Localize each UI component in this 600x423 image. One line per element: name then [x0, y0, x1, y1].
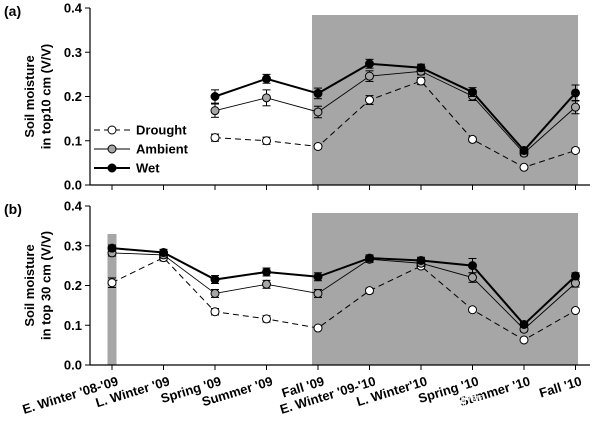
series-line-drought	[214, 80, 576, 168]
data-point-drought	[519, 335, 529, 345]
data-point-drought	[313, 323, 323, 333]
data-point-drought	[571, 145, 580, 155]
y-axis-label: Soil moisturein top 30 cm (V/V)	[22, 231, 53, 340]
y-tick-label: 0.3	[64, 45, 82, 60]
data-point-ambient	[210, 288, 220, 298]
data-point-wet	[519, 319, 529, 329]
data-point-ambient	[262, 279, 271, 289]
data-point-wet	[468, 87, 477, 97]
data-point-wet	[210, 92, 220, 101]
data-point-wet	[262, 267, 271, 277]
y-tick-label: 0.1	[64, 318, 82, 333]
data-point-wet	[107, 243, 117, 253]
panel-label: (a)	[4, 3, 21, 19]
panel-a: 0.0 0.1 0.2 0.3 0.4 (a) Soil moisturein top10 …	[4, 1, 590, 193]
y-tick-label: 0.1	[64, 133, 82, 148]
data-point-wet	[313, 272, 323, 282]
data-point-wet	[571, 271, 580, 281]
data-point-drought	[365, 286, 374, 296]
series-line-drought	[111, 257, 576, 341]
series-line-wet	[214, 62, 577, 152]
y-tick-label: 0.2	[64, 89, 82, 104]
data-point-wet	[468, 261, 477, 271]
y-axis-label-line: in top 30 cm (V/V)	[38, 231, 53, 340]
data-point-drought	[365, 95, 374, 105]
data-point-drought	[313, 142, 323, 152]
legend-label-ambient: Ambient	[136, 142, 189, 157]
panel-b: 0.00.10.20.30.4E. Winter '08-'09L. Winte…	[4, 199, 590, 417]
series-line-ambient	[111, 252, 576, 330]
data-point-wet	[159, 248, 168, 258]
data-point-drought	[519, 162, 529, 172]
data-point-wet	[365, 253, 374, 263]
data-point-drought	[416, 76, 426, 86]
data-point-ambient	[210, 106, 220, 116]
y-tick-label: 0.0	[64, 178, 82, 193]
data-point-wet	[262, 74, 271, 84]
series-line-ambient	[214, 70, 576, 154]
y-tick-label: 0.2	[64, 278, 82, 293]
legend-marker-drought	[107, 125, 117, 135]
panel-label: (b)	[4, 201, 22, 217]
data-point-ambient	[262, 93, 271, 103]
legend: Drought Ambient Wet	[94, 123, 189, 176]
y-tick-label: 0.4	[64, 1, 83, 16]
legend-label-drought: Drought	[136, 123, 187, 138]
data-point-ambient	[571, 102, 580, 112]
shaded-region	[312, 213, 578, 365]
data-point-drought	[262, 136, 271, 146]
data-point-ambient	[313, 107, 323, 117]
data-point-wet	[210, 275, 220, 285]
y-tick-label: 0.4	[64, 199, 83, 214]
data-point-drought	[468, 305, 477, 315]
y-tick-label: 0.0	[64, 358, 82, 373]
legend-marker-ambient	[107, 144, 117, 154]
data-point-drought	[210, 133, 220, 143]
data-point-ambient	[365, 71, 374, 81]
data-point-ambient	[313, 288, 323, 298]
series-line-wet	[111, 247, 577, 326]
shaded-bar	[107, 234, 117, 365]
legend-label-wet: Wet	[136, 161, 160, 176]
data-point-drought	[210, 307, 220, 317]
shaded-region	[312, 15, 578, 185]
y-axis-label-line: Soil moisture	[22, 55, 37, 137]
y-axis-label-line: in top10 cm (V/V)	[38, 44, 53, 149]
y-axis-label-line: Soil moisture	[22, 244, 37, 326]
legend-marker-wet	[107, 163, 117, 173]
data-point-drought	[107, 278, 117, 288]
y-axis-label: Soil moisturein top10 cm (V/V)	[22, 44, 53, 149]
data-point-drought	[468, 134, 477, 144]
data-point-wet	[519, 145, 529, 155]
data-point-wet	[365, 59, 374, 69]
data-point-drought	[262, 314, 271, 324]
data-point-wet	[571, 88, 580, 98]
data-point-wet	[313, 88, 323, 98]
data-point-drought	[571, 306, 580, 316]
data-point-wet	[416, 63, 426, 73]
y-tick-label: 0.3	[64, 238, 82, 253]
data-point-ambient	[468, 273, 477, 283]
watermark-text: 知乎 @JinTao.Li	[458, 394, 553, 410]
data-point-wet	[416, 255, 426, 265]
